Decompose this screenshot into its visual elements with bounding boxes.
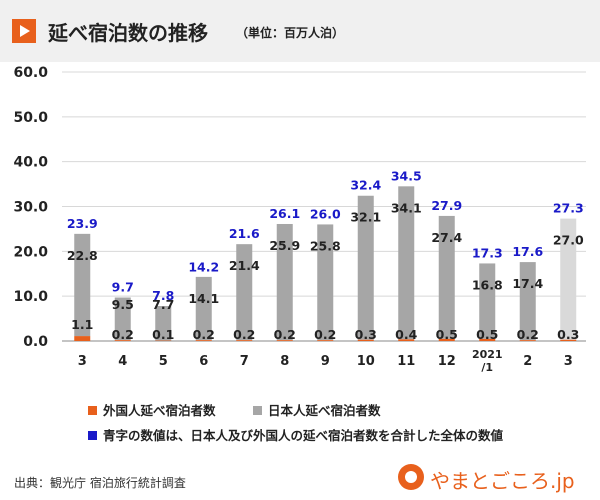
foreign-label: 0.2 bbox=[517, 327, 539, 342]
foreign-label: 0.2 bbox=[233, 327, 255, 342]
total-label: 27.3 bbox=[553, 201, 584, 216]
chart-title: 延べ宿泊数の推移 bbox=[48, 17, 208, 46]
foreign-label: 0.2 bbox=[193, 327, 215, 342]
foreign-label: 0.5 bbox=[476, 327, 498, 342]
total-label: 26.1 bbox=[269, 206, 300, 221]
foreign-label: 0.2 bbox=[112, 327, 134, 342]
bar-foreign bbox=[74, 336, 90, 341]
total-label: 34.5 bbox=[391, 168, 422, 183]
x-tick-label: 2 bbox=[523, 354, 532, 369]
japanese-label: 22.8 bbox=[67, 248, 98, 263]
total-label: 27.9 bbox=[431, 198, 462, 213]
legend-label-note: 青字の数値は、日本人及び外国人の延べ宿泊者数を合計した全体の数値 bbox=[103, 428, 503, 443]
foreign-label: 0.3 bbox=[355, 327, 377, 342]
y-tick-label: 30.0 bbox=[13, 200, 48, 216]
japanese-label: 21.4 bbox=[229, 258, 260, 273]
logo-icon bbox=[398, 464, 424, 490]
japanese-label: 27.0 bbox=[553, 233, 584, 248]
japanese-label: 9.5 bbox=[112, 297, 134, 312]
japanese-label: 17.4 bbox=[512, 276, 543, 291]
japanese-label: 25.8 bbox=[310, 238, 341, 253]
japanese-label: 32.1 bbox=[350, 210, 381, 225]
japanese-label: 25.9 bbox=[269, 238, 300, 253]
total-label: 32.4 bbox=[350, 178, 381, 193]
japanese-label: 14.1 bbox=[188, 291, 219, 306]
source-note: 出典：観光庁 宿泊旅行統計調査 bbox=[14, 474, 186, 491]
total-label: 17.3 bbox=[472, 245, 503, 260]
total-label: 21.6 bbox=[229, 226, 260, 241]
logo-text: やまとごころ.jp bbox=[430, 465, 575, 494]
japanese-label: 27.4 bbox=[431, 230, 462, 245]
x-tick-label: 10 bbox=[357, 354, 375, 369]
x-tick-labels: 3 4 5 6 7 8 9 10 11 12 2021/1 2 3 bbox=[78, 348, 573, 374]
x-tick-label: 5 bbox=[159, 354, 168, 369]
x-tick-label: 8 bbox=[280, 354, 289, 369]
foreign-label: 1.1 bbox=[71, 317, 93, 332]
x-tick-label: 11 bbox=[397, 354, 415, 369]
foreign-label: 0.3 bbox=[557, 327, 579, 342]
stacked-bar-chart: 0.0 10.0 20.0 30.0 40.0 50.0 60.0 23.9 22.8 1.1 9… bbox=[0, 62, 600, 392]
foreign-label: 0.2 bbox=[274, 327, 296, 342]
japanese-label: 34.1 bbox=[391, 200, 422, 215]
legend-swatch-total bbox=[88, 431, 97, 440]
play-icon bbox=[12, 19, 36, 43]
legend-label-foreign: 外国人延べ宿泊者数 bbox=[103, 403, 216, 418]
legend-swatch-japanese bbox=[253, 406, 262, 415]
legend-swatch-foreign bbox=[88, 406, 97, 415]
y-tick-label: 50.0 bbox=[13, 110, 48, 126]
japanese-label: 7.7 bbox=[152, 297, 174, 312]
y-tick-labels: 0.0 10.0 20.0 30.0 40.0 50.0 60.0 bbox=[13, 65, 48, 350]
japanese-label: 16.8 bbox=[472, 277, 503, 292]
y-tick-label: 0.0 bbox=[23, 334, 48, 350]
title-bar: 延べ宿泊数の推移 （単位：百万人泊） bbox=[0, 0, 600, 62]
y-tick-label: 60.0 bbox=[13, 65, 48, 81]
total-label: 17.6 bbox=[512, 244, 543, 259]
unit-label: （単位：百万人泊） bbox=[236, 24, 344, 41]
y-tick-label: 10.0 bbox=[13, 289, 48, 305]
foreign-label: 0.1 bbox=[152, 327, 174, 342]
total-label: 23.9 bbox=[67, 216, 98, 231]
total-label: 26.0 bbox=[310, 206, 341, 221]
x-tick-label: 3 bbox=[78, 354, 87, 369]
x-tick-label: 7 bbox=[240, 354, 249, 369]
foreign-label: 0.5 bbox=[436, 327, 458, 342]
foreign-label: 0.2 bbox=[314, 327, 336, 342]
x-tick-label: 6 bbox=[199, 354, 208, 369]
legend-foreign: 外国人延べ宿泊者数 bbox=[88, 400, 216, 419]
total-label: 14.2 bbox=[188, 259, 219, 274]
x-tick-label: 4 bbox=[118, 354, 127, 369]
legend-japanese: 日本人延べ宿泊者数 bbox=[253, 400, 381, 419]
x-tick-label: 12 bbox=[438, 354, 456, 369]
legend-label-japanese: 日本人延べ宿泊者数 bbox=[268, 403, 381, 418]
legend-note: 青字の数値は、日本人及び外国人の延べ宿泊者数を合計した全体の数値 bbox=[88, 425, 503, 444]
y-tick-label: 20.0 bbox=[13, 244, 48, 260]
y-tick-label: 40.0 bbox=[13, 155, 48, 171]
foreign-label: 0.4 bbox=[395, 327, 417, 342]
x-tick-label: 9 bbox=[321, 354, 330, 369]
x-tick-label: 3 bbox=[564, 354, 573, 369]
x-tick-label: 2021/1 bbox=[472, 348, 503, 374]
total-label: 9.7 bbox=[112, 280, 134, 295]
